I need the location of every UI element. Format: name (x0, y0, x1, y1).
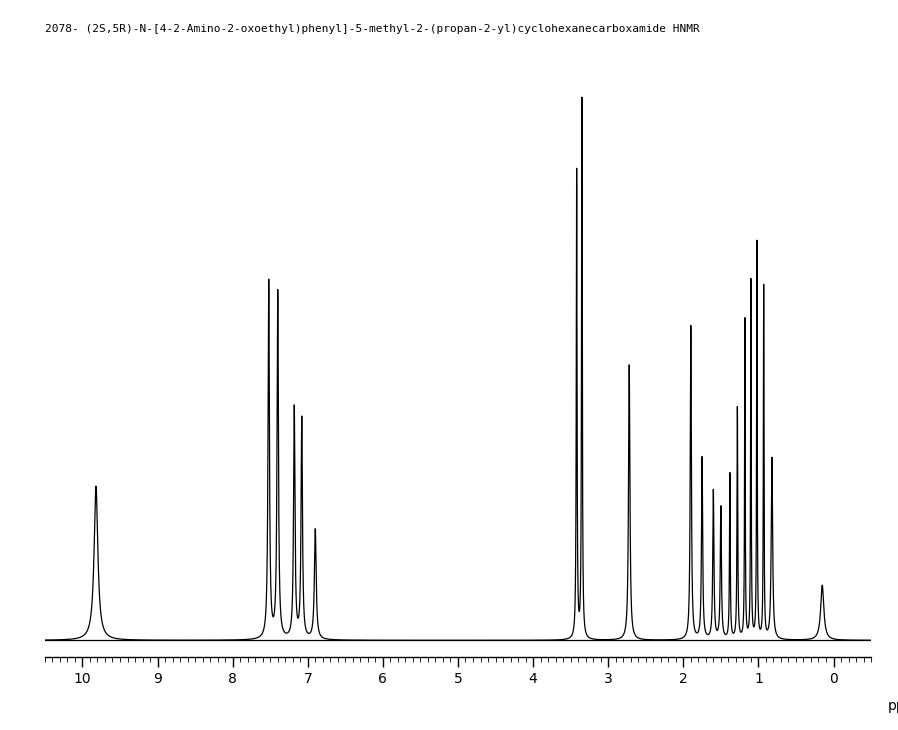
Text: ppm: ppm (887, 699, 898, 713)
Text: 2078- (2S,5R)-N-[4-2-Amino-2-oxoethyl)phenyl]-5-methyl-2-(propan-2-yl)cyclohexan: 2078- (2S,5R)-N-[4-2-Amino-2-oxoethyl)ph… (45, 25, 700, 34)
